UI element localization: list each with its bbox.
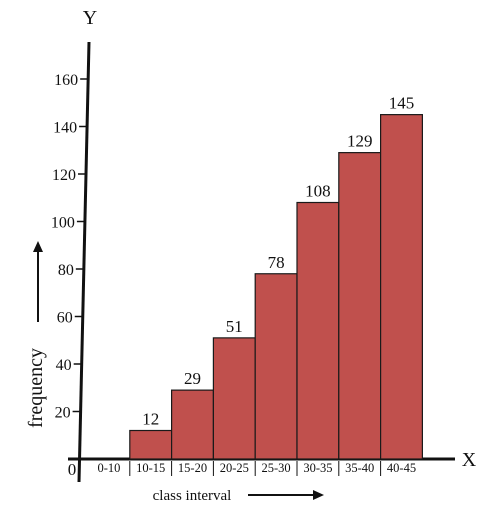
x-tick-label: 35-40 <box>345 461 374 475</box>
data-label: 51 <box>226 317 243 336</box>
x-axis-name: X <box>462 449 477 471</box>
y-axis-name: Y <box>83 7 97 29</box>
y-tick-group: 20 40 60 80 100 120 140 160 <box>51 72 89 422</box>
y-tick-label: 120 <box>52 167 76 184</box>
data-label-group: 12 29 51 78 108 129 145 <box>142 94 414 429</box>
bar <box>254 273 298 460</box>
data-label: 29 <box>184 369 201 388</box>
x-tick-label: 0-10 <box>97 461 120 475</box>
x-tick-label: 10-15 <box>136 461 165 475</box>
x-tick-label: 20-25 <box>220 461 249 475</box>
data-label: 108 <box>305 182 331 201</box>
bar <box>212 337 256 460</box>
x-tick-label: 30-35 <box>303 461 332 475</box>
y-axis-line <box>77 41 91 483</box>
y-axis-arrow-icon <box>33 241 43 322</box>
y-tick-label: 20 <box>55 405 71 422</box>
y-axis-label: frequency <box>25 348 47 428</box>
data-label: 129 <box>347 132 373 151</box>
y-tick-label: 160 <box>54 72 78 89</box>
y-tick-label: 80 <box>58 262 74 279</box>
bar <box>338 152 382 460</box>
data-label: 12 <box>142 410 159 429</box>
x-tick-label: 25-30 <box>262 461 291 475</box>
y-tick-label: 100 <box>51 215 75 232</box>
bar <box>380 114 424 460</box>
x-tick-label: 15-20 <box>178 461 207 475</box>
bar <box>171 389 215 460</box>
x-tick-group: 0-10 10-15 15-20 20-25 25-30 30-35 35-40 40-45 <box>97 461 416 476</box>
y-tick-label: 140 <box>53 120 77 137</box>
x-axis-arrow-icon <box>248 490 324 500</box>
bar-group <box>129 114 424 460</box>
bar <box>129 429 173 460</box>
bar <box>296 201 340 460</box>
y-tick-label: 40 <box>56 357 72 374</box>
y-tick-label: 60 <box>57 310 73 327</box>
x-tick-label: 40-45 <box>387 461 416 475</box>
origin-label: 0 <box>68 460 77 479</box>
data-label: 78 <box>268 253 285 272</box>
x-axis-label: class interval <box>153 488 232 504</box>
data-label: 145 <box>389 94 415 113</box>
